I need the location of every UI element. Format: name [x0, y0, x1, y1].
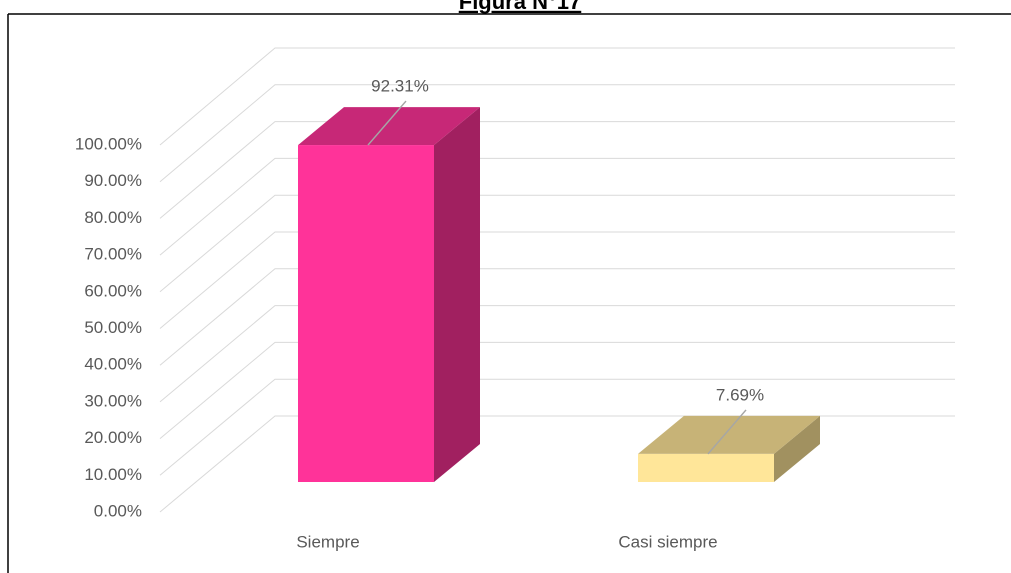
grid-line — [159, 121, 955, 219]
x-tick-label: Siempre — [296, 532, 359, 551]
bar-side — [774, 415, 820, 482]
y-tick-label: 20.00% — [84, 428, 142, 447]
y-tick-label: 90.00% — [84, 171, 142, 190]
data-label: 92.31% — [371, 77, 429, 96]
y-tick-label: 100.00% — [75, 134, 142, 153]
leader-line — [707, 409, 747, 455]
leader-line — [367, 100, 407, 146]
grid-line — [159, 268, 955, 366]
bar-top — [638, 415, 820, 454]
y-tick-label: 40.00% — [84, 355, 142, 374]
y-tick-label: 10.00% — [84, 465, 142, 484]
y-tick-label: 30.00% — [84, 391, 142, 410]
bar-side — [434, 107, 480, 483]
bar — [638, 453, 774, 482]
grid-line — [159, 157, 955, 256]
x-tick-label: Casi siempre — [618, 532, 717, 551]
grid-line — [159, 305, 955, 403]
data-label: 7.69% — [716, 385, 764, 404]
y-tick-label: 70.00% — [84, 245, 142, 264]
grid-line — [159, 84, 955, 183]
grid-line — [159, 194, 955, 293]
y-tick-label: 80.00% — [84, 208, 142, 227]
grid-line — [159, 378, 955, 476]
bar-top — [298, 107, 480, 146]
bar — [298, 145, 434, 483]
grid-line — [159, 341, 955, 439]
chart-title: Figura N°17 — [459, 0, 582, 14]
grid-line — [159, 231, 955, 329]
y-tick-label: 0.00% — [94, 501, 142, 520]
y-tick-label: 60.00% — [84, 281, 142, 300]
y-tick-label: 50.00% — [84, 318, 142, 337]
grid-line — [159, 47, 955, 146]
